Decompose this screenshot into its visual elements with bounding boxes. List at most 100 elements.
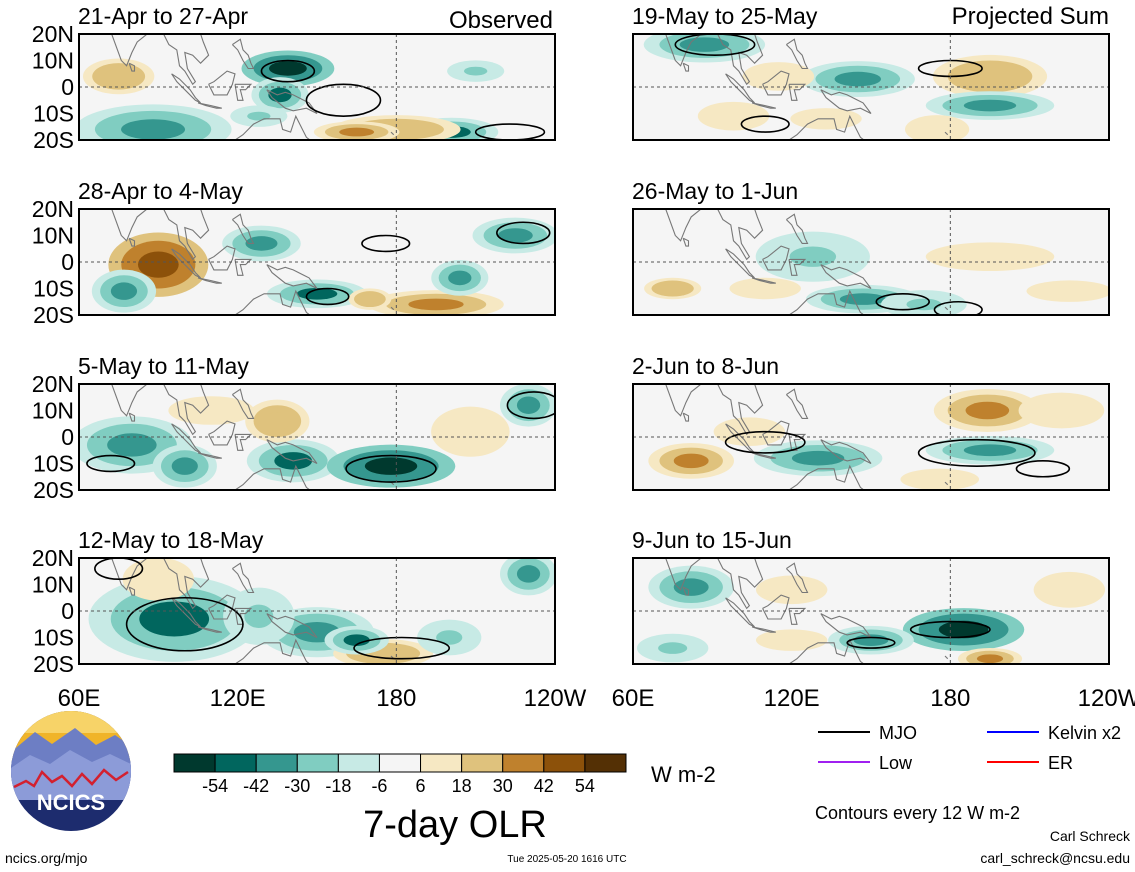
longitude-tick-label: 120W: [1078, 685, 1135, 712]
coastline: [792, 371, 797, 379]
olr-panel: 28-Apr to 4-May: [78, 178, 556, 321]
colorbar-tick-label: -42: [243, 776, 269, 796]
coastline: [762, 420, 790, 446]
mjo-contour: [1015, 460, 1071, 478]
coastline: [682, 412, 690, 422]
coastline: [762, 70, 790, 96]
panel-date-label: 19-May to 25-May: [632, 3, 818, 29]
website-link[interactable]: ncics.org/mjo: [5, 850, 88, 866]
coastline: [818, 159, 847, 175]
olr-anomaly-core: [244, 604, 274, 628]
colorbar-swatch: [173, 753, 216, 773]
mjo-contour: [496, 221, 551, 245]
olr-anomaly-core: [137, 251, 179, 278]
olr-panel: 9-Jun to 15-Jun: [632, 508, 1110, 670]
olr-panel: 21-Apr to 27-Apr: [78, 3, 556, 141]
colorbar: -54 -42 -30 -18 -6 6 18 30 42 54: [173, 753, 627, 796]
mjo-contour: [260, 59, 316, 83]
coastline: [208, 245, 236, 271]
panel-frame: [632, 33, 1110, 141]
olr-anomaly-core: [673, 453, 709, 469]
olr-anomaly-core: [963, 99, 1017, 112]
longitude-tick-label: 60E: [58, 685, 101, 712]
panel-frame: [78, 557, 556, 665]
mjo-contour: [94, 558, 144, 580]
latitude-tick-label: 10S: [33, 625, 74, 651]
olr-anomaly-core: [436, 630, 463, 645]
coastline: [911, 667, 916, 670]
coastline: [208, 594, 236, 620]
legend-item-label: Kelvin x2: [1048, 723, 1121, 743]
coastline: [786, 38, 809, 70]
coastline: [751, 452, 776, 459]
coastline: [820, 264, 872, 289]
latitude-tick-label: 20S: [33, 127, 74, 153]
coastline: [197, 102, 222, 109]
colorbar-swatch: [337, 753, 380, 773]
coastline: [234, 114, 311, 140]
colorbar-swatch: [584, 753, 627, 773]
olr-anomaly-core: [777, 583, 807, 596]
coastline: [234, 258, 253, 276]
coastline: [682, 62, 690, 72]
coastline: [232, 562, 255, 594]
coastline: [266, 613, 318, 638]
olr-anomaly-core: [448, 270, 472, 286]
colorbar-tick-label: 54: [575, 776, 595, 796]
coastline: [788, 114, 865, 140]
coastline: [357, 318, 362, 321]
coastline: [818, 508, 847, 524]
olr-anomaly-core: [516, 396, 541, 414]
latitude-tick-label: 20N: [32, 371, 74, 397]
coastline: [197, 277, 222, 284]
panel-date-label: 21-Apr to 27-Apr: [78, 3, 248, 29]
panel-date-label: 26-May to 1-Jun: [632, 178, 798, 204]
mjo-contour: [305, 287, 350, 306]
author-email[interactable]: carl_schreck@ncsu.edu: [980, 850, 1130, 866]
latitude-tick-label: 10N: [32, 223, 74, 249]
coastline: [266, 89, 318, 114]
y-axis-labels: 20N10N010S20S20N10N010S20S20N10N010S20S2…: [32, 21, 74, 677]
coastline: [944, 131, 949, 136]
panel-date-label: 2-Jun to 8-Jun: [632, 353, 779, 379]
coastline: [266, 264, 318, 289]
logo-text: NCICS: [37, 790, 105, 815]
latitude-tick-label: 10S: [33, 276, 74, 302]
mjo-contour: [125, 596, 244, 652]
colorbar-tick-label: 30: [493, 776, 513, 796]
olr-anomaly-core: [1054, 582, 1084, 598]
coastline: [820, 89, 872, 114]
colorbar-tick-label: 42: [534, 776, 554, 796]
coastline: [357, 493, 362, 496]
olr-anomaly-core: [516, 565, 541, 583]
contour-note: Contours every 12 W m-2: [815, 803, 1020, 823]
olr-anomaly-core: [497, 228, 533, 243]
coastline: [786, 562, 809, 594]
panel-frame: [632, 383, 1110, 491]
colorbar-swatch: [502, 753, 545, 773]
mjo-contour: [875, 292, 930, 311]
longitude-tick-label: 120E: [210, 685, 266, 712]
mjo-contour: [353, 636, 451, 660]
mjo-contour: [86, 454, 136, 473]
latitude-tick-label: 10N: [32, 398, 74, 424]
olr-anomaly-core: [364, 457, 418, 475]
coastline: [682, 237, 690, 247]
coastline: [788, 464, 865, 490]
longitude-tick-label: 120W: [524, 685, 587, 712]
olr-anomaly-core: [339, 127, 375, 137]
olr-anomaly-core: [963, 444, 1017, 457]
olr-panel: 2-Jun to 8-Jun: [632, 334, 1110, 491]
olr-anomaly-core: [965, 401, 1010, 420]
olr-anomaly-core: [1051, 286, 1087, 296]
olr-anomaly-core: [245, 236, 278, 251]
coastline: [911, 143, 916, 146]
coastline: [232, 213, 255, 244]
olr-anomaly-core: [839, 293, 887, 305]
longitude-tick-label: 60E: [612, 685, 655, 712]
coastline: [197, 626, 222, 633]
olr-anomaly-core: [718, 110, 749, 122]
olr-anomaly-core: [924, 123, 951, 136]
timestamp: Tue 2025-05-20 1616 UTC: [507, 854, 626, 865]
coastline: [818, 334, 847, 350]
